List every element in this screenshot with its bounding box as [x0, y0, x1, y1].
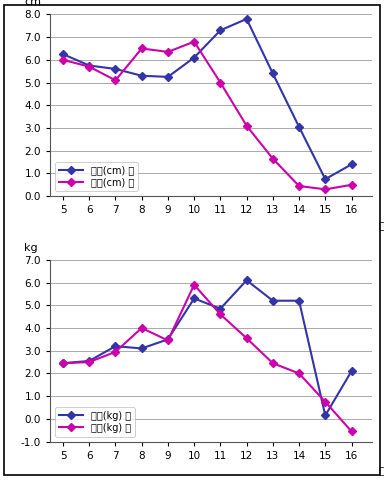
体重(kg) 女 — [113, 349, 118, 355]
身長(cm) 女 — [87, 64, 91, 70]
身長(cm) 女 — [244, 123, 249, 129]
体重(kg) 男 — [61, 360, 65, 366]
体重(kg) 女 — [218, 312, 223, 317]
体重(kg) 男 — [244, 277, 249, 283]
身長(cm) 男 — [349, 161, 354, 167]
身長(cm) 男 — [113, 66, 118, 72]
体重(kg) 男 — [323, 413, 328, 419]
身長(cm) 男 — [139, 73, 144, 79]
Line: 身長(cm) 男: 身長(cm) 男 — [60, 16, 354, 182]
体重(kg) 女 — [192, 282, 197, 288]
身長(cm) 女 — [166, 49, 170, 55]
体重(kg) 女 — [270, 360, 275, 366]
身長(cm) 男 — [244, 16, 249, 22]
体重(kg) 女 — [297, 371, 301, 376]
体重(kg) 女 — [244, 336, 249, 341]
体重(kg) 男 — [139, 346, 144, 351]
体重(kg) 男 — [349, 368, 354, 374]
Line: 体重(kg) 女: 体重(kg) 女 — [60, 282, 354, 434]
Line: 体重(kg) 男: 体重(kg) 男 — [60, 277, 354, 418]
体重(kg) 男 — [113, 343, 118, 349]
体重(kg) 女 — [166, 337, 170, 343]
Text: 歳時: 歳時 — [379, 220, 384, 230]
Text: kg: kg — [24, 242, 38, 252]
身長(cm) 男 — [87, 63, 91, 69]
体重(kg) 女 — [61, 360, 65, 366]
身長(cm) 女 — [323, 187, 328, 192]
体重(kg) 女 — [349, 429, 354, 434]
Legend: 体重(kg) 男, 体重(kg) 女: 体重(kg) 男, 体重(kg) 女 — [55, 407, 135, 437]
身長(cm) 女 — [61, 57, 65, 63]
身長(cm) 女 — [139, 46, 144, 51]
体重(kg) 男 — [297, 298, 301, 303]
Line: 身長(cm) 女: 身長(cm) 女 — [60, 39, 354, 192]
体重(kg) 男 — [218, 306, 223, 312]
身長(cm) 男 — [61, 51, 65, 57]
Text: cm: cm — [24, 0, 41, 7]
体重(kg) 男 — [166, 336, 170, 342]
身長(cm) 男 — [192, 55, 197, 60]
身長(cm) 男 — [270, 71, 275, 76]
身長(cm) 男 — [297, 124, 301, 130]
体重(kg) 女 — [139, 325, 144, 331]
身長(cm) 女 — [113, 77, 118, 83]
身長(cm) 女 — [192, 39, 197, 45]
身長(cm) 男 — [218, 27, 223, 33]
体重(kg) 男 — [87, 358, 91, 364]
体重(kg) 男 — [270, 298, 275, 303]
体重(kg) 女 — [323, 399, 328, 405]
身長(cm) 女 — [349, 182, 354, 188]
身長(cm) 女 — [297, 183, 301, 189]
身長(cm) 女 — [218, 80, 223, 85]
身長(cm) 男 — [166, 74, 170, 80]
身長(cm) 女 — [270, 156, 275, 162]
体重(kg) 男 — [192, 296, 197, 301]
Legend: 身長(cm) 男, 身長(cm) 女: 身長(cm) 男, 身長(cm) 女 — [55, 162, 138, 192]
身長(cm) 男 — [323, 176, 328, 182]
体重(kg) 女 — [87, 359, 91, 365]
Text: 歳時: 歳時 — [379, 465, 384, 475]
